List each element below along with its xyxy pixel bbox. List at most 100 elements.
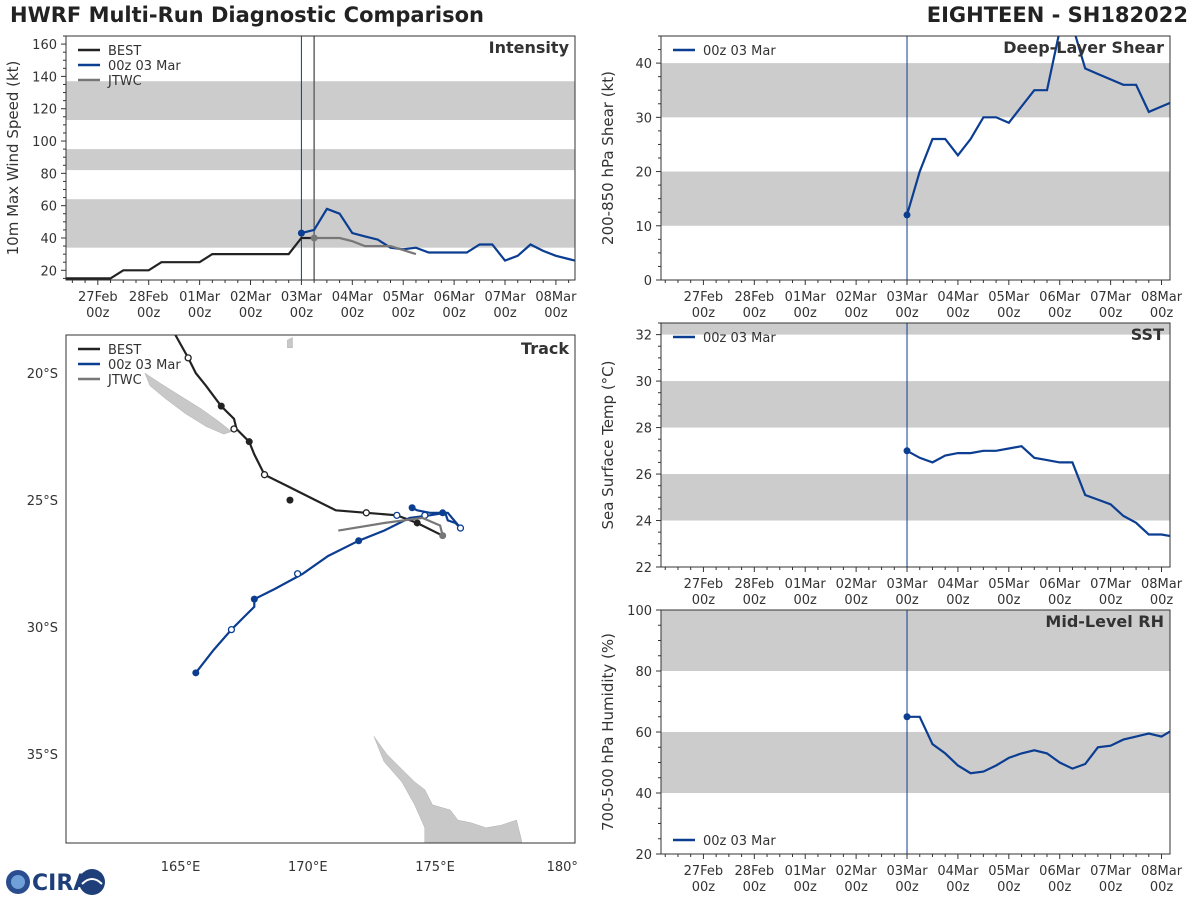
sst-ytick-label: 30	[635, 375, 652, 390]
track-ytick-label: 35°S	[27, 748, 58, 763]
rh-ytick-label: 80	[635, 665, 652, 680]
sst-ylabel: Sea Surface Temp (°C)	[599, 360, 617, 529]
intensity-init-point	[297, 229, 305, 237]
rh-ylabel: 700-500 hPa Humidity (%)	[599, 633, 617, 831]
track-marker-filled	[355, 537, 363, 545]
track-xtick-label: 165°E	[161, 860, 201, 875]
intensity-jtwc-point	[310, 234, 318, 242]
track-legend-label: JTWC	[107, 373, 142, 388]
rh-xtick-label: 28Feb	[735, 864, 775, 879]
track-marker-open	[393, 511, 401, 519]
sst-band	[661, 474, 1170, 521]
track-series-jtwc	[338, 516, 444, 536]
intensity-xtick-label: 00z	[290, 306, 314, 321]
track-legend-label: BEST	[108, 343, 141, 358]
track-xtick-label: 170°E	[288, 860, 328, 875]
rh-xtick-label: 00z	[844, 880, 868, 895]
shear-ytick-label: 10	[635, 220, 652, 235]
intensity-series-jtwc	[314, 236, 417, 256]
shear-ylabel: 200-850 hPa Shear (kt)	[599, 71, 617, 245]
rh-xtick-label: 00z	[794, 880, 818, 895]
intensity-series-00z-03-mar	[301, 207, 575, 262]
track-marker-filled	[286, 496, 294, 504]
track-legend-label: 00z 03 Mar	[108, 358, 181, 373]
sst-xtick-label: 07Mar	[1090, 577, 1132, 592]
shear-xtick-label: 00z	[997, 306, 1021, 321]
track-series-00z-03-mar	[194, 506, 462, 674]
sst-ytick-label: 22	[635, 561, 652, 576]
rh-xtick-label: 08Mar	[1141, 864, 1183, 879]
shear-xtick-label: 00z	[743, 306, 767, 321]
rh-ytick-label: 20	[635, 848, 652, 863]
rh-init-point	[903, 713, 911, 721]
rh-xtick-label: 00z	[692, 880, 716, 895]
rh-ytick-label: 100	[627, 604, 652, 619]
intensity-band	[66, 199, 575, 248]
sst-xtick-label: 00z	[1099, 593, 1123, 608]
shear-xtick-label: 00z	[1150, 306, 1174, 321]
shear-xtick-label: 00z	[844, 306, 868, 321]
sst-title: SST	[1131, 325, 1164, 344]
shear-xtick-label: 05Mar	[988, 290, 1030, 305]
track-marker-open	[456, 524, 465, 532]
sst-ytick-label: 28	[635, 422, 652, 437]
track-series-best	[174, 335, 444, 537]
intensity-xtick-label: 07Mar	[484, 290, 526, 305]
sst-xtick-label: 00z	[997, 593, 1021, 608]
intensity-legend-label: BEST	[108, 44, 141, 59]
intensity-xtick-label: 00z	[239, 306, 263, 321]
sst-xtick-label: 00z	[895, 593, 919, 608]
shear-xtick-label: 04Mar	[937, 290, 979, 305]
intensity-xtick-label: 00z	[137, 306, 161, 321]
sst-xtick-label: 00z	[692, 593, 716, 608]
intensity-xtick-label: 08Mar	[535, 290, 577, 305]
shear-init-point	[903, 211, 911, 219]
intensity-xtick-label: 00z	[188, 306, 212, 321]
sst-init-point	[903, 447, 911, 455]
sst-xtick-label: 06Mar	[1039, 577, 1081, 592]
shear-xtick-label: 06Mar	[1039, 290, 1081, 305]
sst-xtick-label: 00z	[1048, 593, 1072, 608]
intensity-legend-label: JTWC	[107, 74, 142, 89]
rh-xtick-label: 27Feb	[684, 864, 724, 879]
shear-xtick-label: 00z	[895, 306, 919, 321]
track-marker-open	[260, 471, 269, 479]
sst-series-00z-03-mar	[906, 445, 1170, 538]
sst-xtick-label: 03Mar	[886, 577, 928, 592]
sst-ytick-label: 26	[635, 468, 652, 483]
rh-xtick-label: 05Mar	[988, 864, 1030, 879]
rh-ytick-label: 40	[635, 787, 652, 802]
rh-band	[661, 732, 1170, 793]
shear-xtick-label: 28Feb	[735, 290, 775, 305]
shear-legend-label: 00z 03 Mar	[703, 44, 776, 59]
intensity-xtick-label: 00z	[341, 306, 365, 321]
track-marker-filled	[250, 595, 258, 603]
rh-xtick-label: 00z	[895, 880, 919, 895]
shear-xtick-label: 01Mar	[785, 290, 827, 305]
track-marker-open	[293, 570, 302, 578]
rh-xtick-label: 00z	[1150, 880, 1174, 895]
intensity-xtick-label: 00z	[493, 306, 517, 321]
shear-xtick-label: 00z	[794, 306, 818, 321]
intensity-legend-label: 00z 03 Mar	[108, 59, 181, 74]
rh-xtick-label: 00z	[743, 880, 767, 895]
intensity-frame	[65, 35, 576, 281]
rh-xtick-label: 03Mar	[886, 864, 928, 879]
rh-xtick-label: 06Mar	[1039, 864, 1081, 879]
rh-legend-label: 00z 03 Mar	[703, 834, 776, 849]
sst-legend-label: 00z 03 Mar	[703, 331, 776, 346]
rh-xtick-label: 04Mar	[937, 864, 979, 879]
intensity-ytick-label: 60	[40, 200, 57, 215]
shear-xtick-label: 27Feb	[684, 290, 724, 305]
track-marker-open	[184, 354, 192, 362]
sst-xtick-label: 08Mar	[1141, 577, 1183, 592]
track-ytick-label: 30°S	[27, 621, 58, 636]
sst-xtick-label: 27Feb	[684, 577, 724, 592]
track-map	[144, 335, 522, 843]
sst-ytick-label: 24	[635, 515, 652, 530]
sst-xtick-label: 00z	[946, 593, 970, 608]
intensity-band	[66, 149, 575, 171]
track-marker-filled	[413, 519, 421, 527]
storm-id: EIGHTEEN - SH182022	[926, 3, 1188, 27]
track-marker-open	[362, 509, 370, 517]
